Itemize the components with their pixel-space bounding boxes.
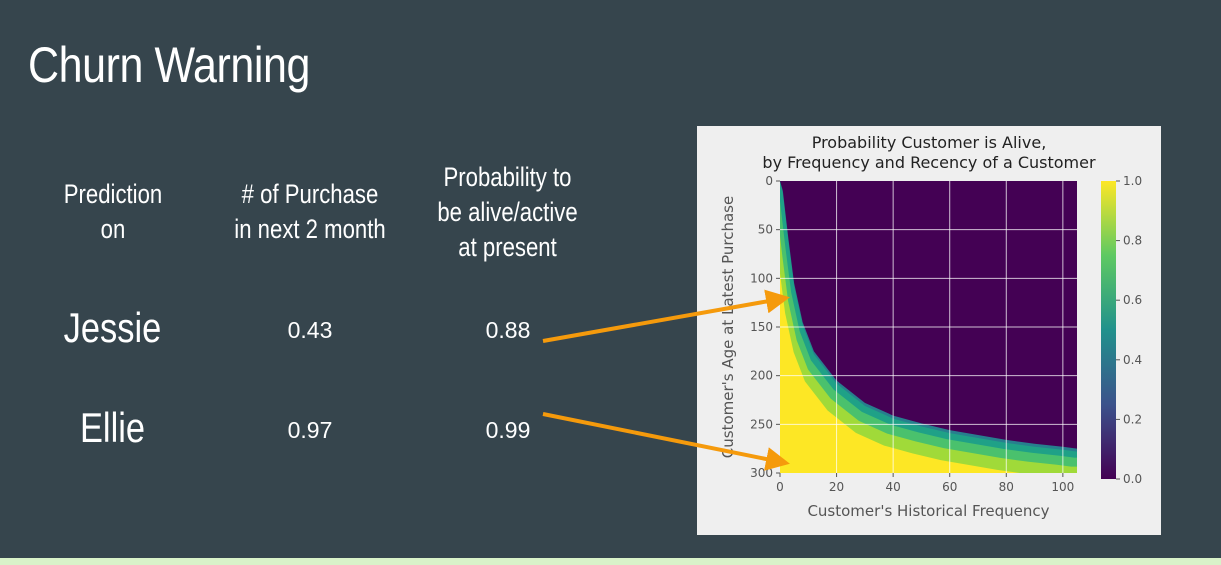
x-axis-label: Customer's Historical Frequency bbox=[807, 502, 1049, 520]
y-tick-label: 300 bbox=[750, 466, 773, 480]
colorbar-tick-label: 0.4 bbox=[1123, 353, 1142, 367]
colorbar-tick-label: 0.2 bbox=[1123, 412, 1142, 426]
probability-value-ellie: 0.99 bbox=[485, 417, 531, 443]
y-tick-label: 50 bbox=[758, 223, 773, 237]
x-tick-label: 100 bbox=[1051, 480, 1074, 494]
heatmap-card: Probability Customer is Alive, by Frequen… bbox=[697, 126, 1161, 535]
column-header-probability: Probability to be alive/active at presen… bbox=[437, 162, 578, 262]
x-tick-label: 60 bbox=[942, 480, 957, 494]
customer-name-jessie: Jessie bbox=[63, 304, 162, 351]
colorbar-tick-label: 0.8 bbox=[1123, 234, 1142, 248]
colorbar bbox=[1101, 181, 1116, 479]
y-tick-label: 250 bbox=[750, 417, 773, 431]
y-tick-label: 200 bbox=[750, 369, 773, 383]
x-tick-label: 80 bbox=[999, 480, 1014, 494]
y-tick-label: 0 bbox=[765, 174, 773, 188]
heatmap-dead-region bbox=[780, 181, 1077, 449]
colorbar-tick-label: 0.0 bbox=[1123, 472, 1142, 486]
y-axis-label: Customer's Age at Latest Purchase bbox=[719, 196, 737, 458]
x-tick-label: 20 bbox=[829, 480, 844, 494]
slide-title: Churn Warning bbox=[28, 37, 310, 93]
colorbar-tick-label: 1.0 bbox=[1123, 174, 1142, 188]
column-header-purchases: # of Purchase in next 2 month bbox=[234, 179, 386, 244]
chart-title-line: Probability Customer is Alive, bbox=[812, 133, 1047, 152]
customer-name-ellie: Ellie bbox=[79, 404, 146, 451]
x-tick-label: 40 bbox=[886, 480, 901, 494]
chart-title-line: by Frequency and Recency of a Customer bbox=[762, 153, 1096, 172]
purchases-value-jessie: 0.43 bbox=[287, 317, 333, 343]
probability-value-jessie: 0.88 bbox=[485, 317, 531, 343]
bottom-strip bbox=[0, 558, 1221, 565]
colorbar-tick-label: 0.6 bbox=[1123, 293, 1142, 307]
y-tick-label: 150 bbox=[750, 320, 773, 334]
purchases-value-ellie: 0.97 bbox=[287, 417, 333, 443]
y-tick-label: 100 bbox=[750, 271, 773, 285]
x-tick-label: 0 bbox=[776, 480, 784, 494]
heatmap-chart: Probability Customer is Alive,by Frequen… bbox=[719, 133, 1142, 520]
column-header-prediction: Prediction on bbox=[63, 179, 163, 244]
